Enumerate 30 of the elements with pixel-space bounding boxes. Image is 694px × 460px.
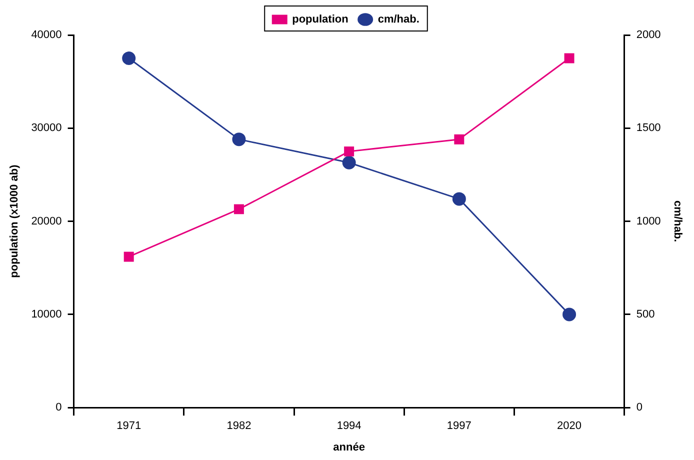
y-tick-label: 30000 [31, 122, 62, 134]
x-axis-title: année [333, 441, 365, 454]
y2-axis-title: cm/hab. [671, 200, 684, 242]
point [344, 146, 354, 156]
legend-label: population [292, 14, 349, 26]
y2-tick-label: 0 [636, 402, 642, 414]
y-tick-label: 40000 [31, 29, 62, 42]
point [454, 134, 464, 144]
legend-label: cm/hab. [378, 14, 420, 26]
point [234, 204, 244, 214]
point [232, 132, 246, 146]
y-tick-label: 20000 [31, 215, 62, 228]
point [452, 192, 466, 206]
x-tick-label: 1971 [116, 420, 142, 432]
x-tick-label: 2020 [557, 420, 582, 432]
point [122, 52, 136, 66]
y-tick-label: 10000 [31, 308, 62, 320]
y2-tick-label: 500 [636, 308, 655, 320]
x-tick-label: 1982 [226, 420, 252, 432]
y-tick-label: 0 [56, 402, 62, 414]
y2-tick-label: 1500 [636, 122, 661, 134]
x-tick-label: 1994 [336, 420, 362, 432]
y2-tick-label: 2000 [636, 29, 661, 42]
point [124, 252, 134, 262]
point [564, 53, 574, 64]
y-axis-title: population (x1000 ab) [8, 164, 21, 278]
x-tick-label: 1997 [446, 420, 472, 432]
point [562, 308, 576, 322]
point [342, 156, 356, 170]
y2-tick-label: 1000 [636, 215, 661, 228]
